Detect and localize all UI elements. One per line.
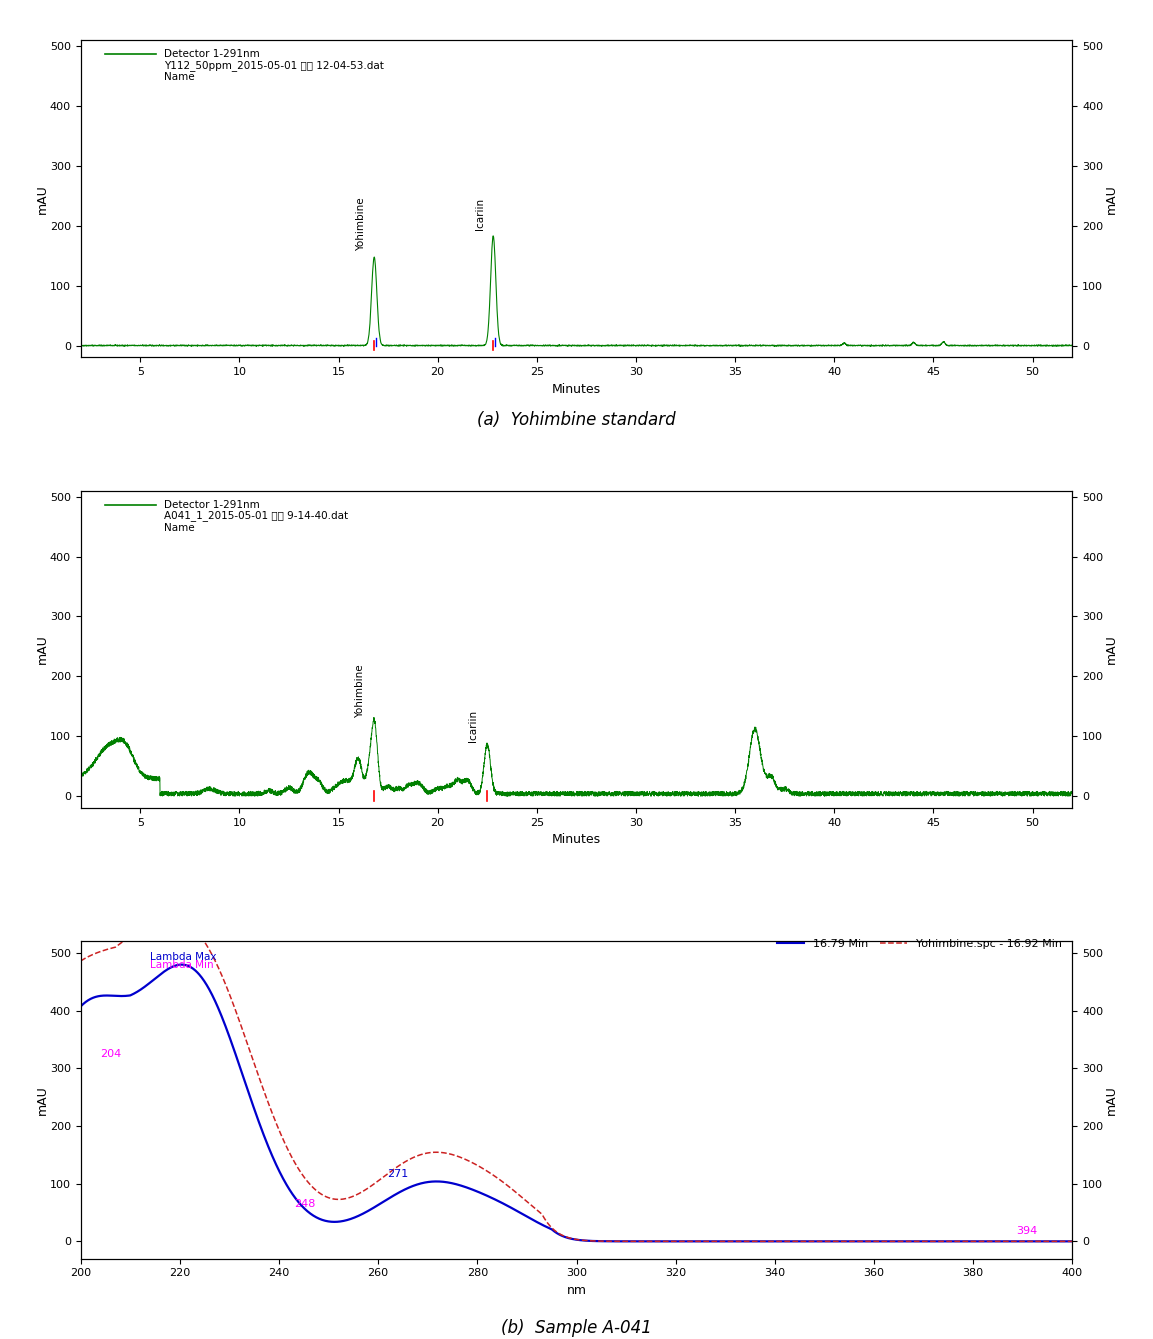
X-axis label: Minutes: Minutes [552, 833, 601, 846]
Text: 204: 204 [100, 1048, 122, 1059]
Text: 271: 271 [386, 1169, 408, 1180]
Y-axis label: mAU: mAU [36, 635, 48, 664]
X-axis label: nm: nm [566, 1284, 587, 1297]
Text: Name: Name [164, 72, 195, 82]
Text: Icariin: Icariin [475, 198, 485, 230]
Legend: 16.79 Min, Yohimbine.spc - 16.92 Min: 16.79 Min, Yohimbine.spc - 16.92 Min [773, 935, 1067, 953]
Text: Yohimbine: Yohimbine [356, 197, 367, 250]
Y-axis label: mAU: mAU [1105, 1085, 1117, 1115]
Text: Detector 1-291nm: Detector 1-291nm [164, 50, 259, 59]
Text: Name: Name [164, 522, 195, 533]
Text: Lambda Max: Lambda Max [150, 952, 217, 961]
Text: Y112_50ppm_2015-05-01 오전 12-04-53.dat: Y112_50ppm_2015-05-01 오전 12-04-53.dat [164, 60, 384, 71]
Y-axis label: mAU: mAU [36, 1085, 48, 1115]
Text: 394: 394 [1016, 1227, 1038, 1236]
Text: Lambda Min: Lambda Min [150, 960, 213, 971]
Text: A041_1_2015-05-01 오전 9-14-40.dat: A041_1_2015-05-01 오전 9-14-40.dat [164, 510, 348, 521]
Y-axis label: mAU: mAU [36, 183, 48, 214]
Y-axis label: mAU: mAU [1105, 183, 1117, 214]
Text: Yohimbine: Yohimbine [355, 664, 366, 718]
Text: (b)  Sample A-041: (b) Sample A-041 [502, 1319, 651, 1336]
Text: 248: 248 [294, 1200, 315, 1209]
X-axis label: Minutes: Minutes [552, 383, 601, 396]
Y-axis label: mAU: mAU [1105, 635, 1117, 664]
Text: (a)  Yohimbine standard: (a) Yohimbine standard [477, 411, 676, 430]
Text: Detector 1-291nm: Detector 1-291nm [164, 499, 259, 510]
Text: Icariin: Icariin [468, 710, 478, 742]
